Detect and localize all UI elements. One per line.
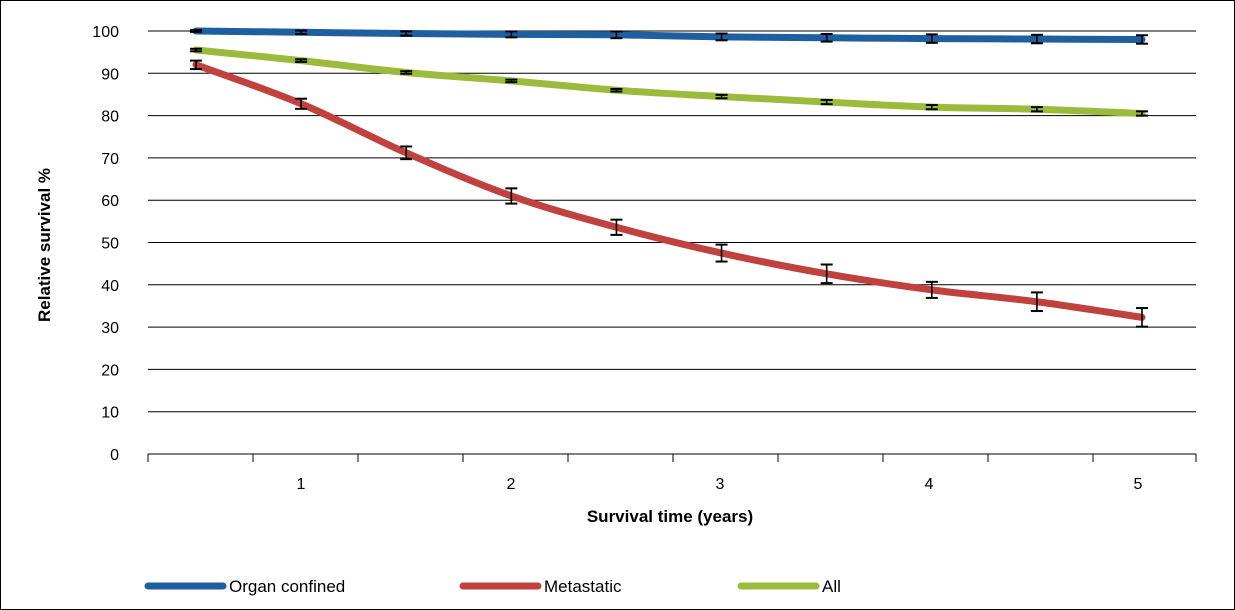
x-tick-label-1: 1 [297,476,306,493]
x-tick-label-3: 3 [716,476,725,493]
error-bar-all [190,47,202,53]
error-bar-all [820,98,833,106]
y-tick-label-90: 90 [101,66,119,83]
legend-item-metastatic: Metastatic [459,577,622,596]
series-line-metastatic [192,61,1146,321]
y-tick-label-100: 100 [92,24,119,41]
legend-item-organ-confined: Organ confined [144,577,345,596]
series-line-organ-confined [192,27,1146,43]
error-bar-organ-confined [820,32,833,43]
error-bar-organ-confined [1136,34,1148,45]
error-bar-organ-confined [925,33,938,44]
error-bar-metastatic [400,145,413,161]
legend-label-organ-confined: Organ confined [229,577,345,596]
error-bar-metastatic [820,263,833,285]
legend: Organ confined Metastatic All [144,577,841,596]
error-bar-organ-confined [295,29,308,35]
legend-label-all: All [822,577,841,596]
y-tick-label-70: 70 [101,151,119,168]
error-bar-organ-confined [190,29,202,33]
error-bar-metastatic [1136,307,1148,328]
y-tick-label-60: 60 [101,193,119,210]
x-tick-label-5: 5 [1134,476,1143,493]
error-bar-metastatic [1030,291,1043,313]
gridlines [148,30,1196,413]
axes: 0 10 20 30 40 50 60 70 80 90 100 1 2 3 4 5 [92,24,1197,493]
y-tick-label-40: 40 [101,278,119,295]
series-lines [192,27,1146,321]
y-tick-label-20: 20 [101,362,119,379]
error-bar-metastatic [295,97,308,110]
error-bar-all [400,70,413,75]
error-bar-all [295,58,308,63]
error-bar-metastatic [610,218,623,236]
error-bar-all [1136,110,1148,117]
error-bar-all [1030,106,1043,113]
error-bar-organ-confined [400,30,413,37]
error-bar-all [715,93,728,100]
legend-item-all: All [737,577,841,596]
x-axis-title: Survival time (years) [587,507,753,526]
y-tick-label-10: 10 [101,405,119,422]
error-bar-metastatic [505,187,518,205]
error-bar-all [925,104,938,111]
error-bar-organ-confined [610,30,623,40]
y-tick-label-80: 80 [101,109,119,126]
y-axis-title: Relative survival % [35,168,54,322]
series-line-all [192,46,1146,117]
x-tick-label-4: 4 [925,476,934,493]
error-bar-organ-confined [505,30,518,39]
error-bars [190,29,1148,328]
error-bar-metastatic [925,280,938,299]
y-tick-label-50: 50 [101,236,119,253]
error-bar-organ-confined [1030,33,1043,45]
error-bar-metastatic [715,243,728,263]
y-tick-label-30: 30 [101,320,119,337]
error-bar-metastatic [190,59,202,71]
error-bar-all [610,87,623,93]
legend-label-metastatic: Metastatic [544,577,622,596]
x-tick-label-2: 2 [507,476,516,493]
error-bar-all [505,78,518,84]
y-tick-label-0: 0 [110,447,119,464]
error-bar-organ-confined [715,32,728,42]
